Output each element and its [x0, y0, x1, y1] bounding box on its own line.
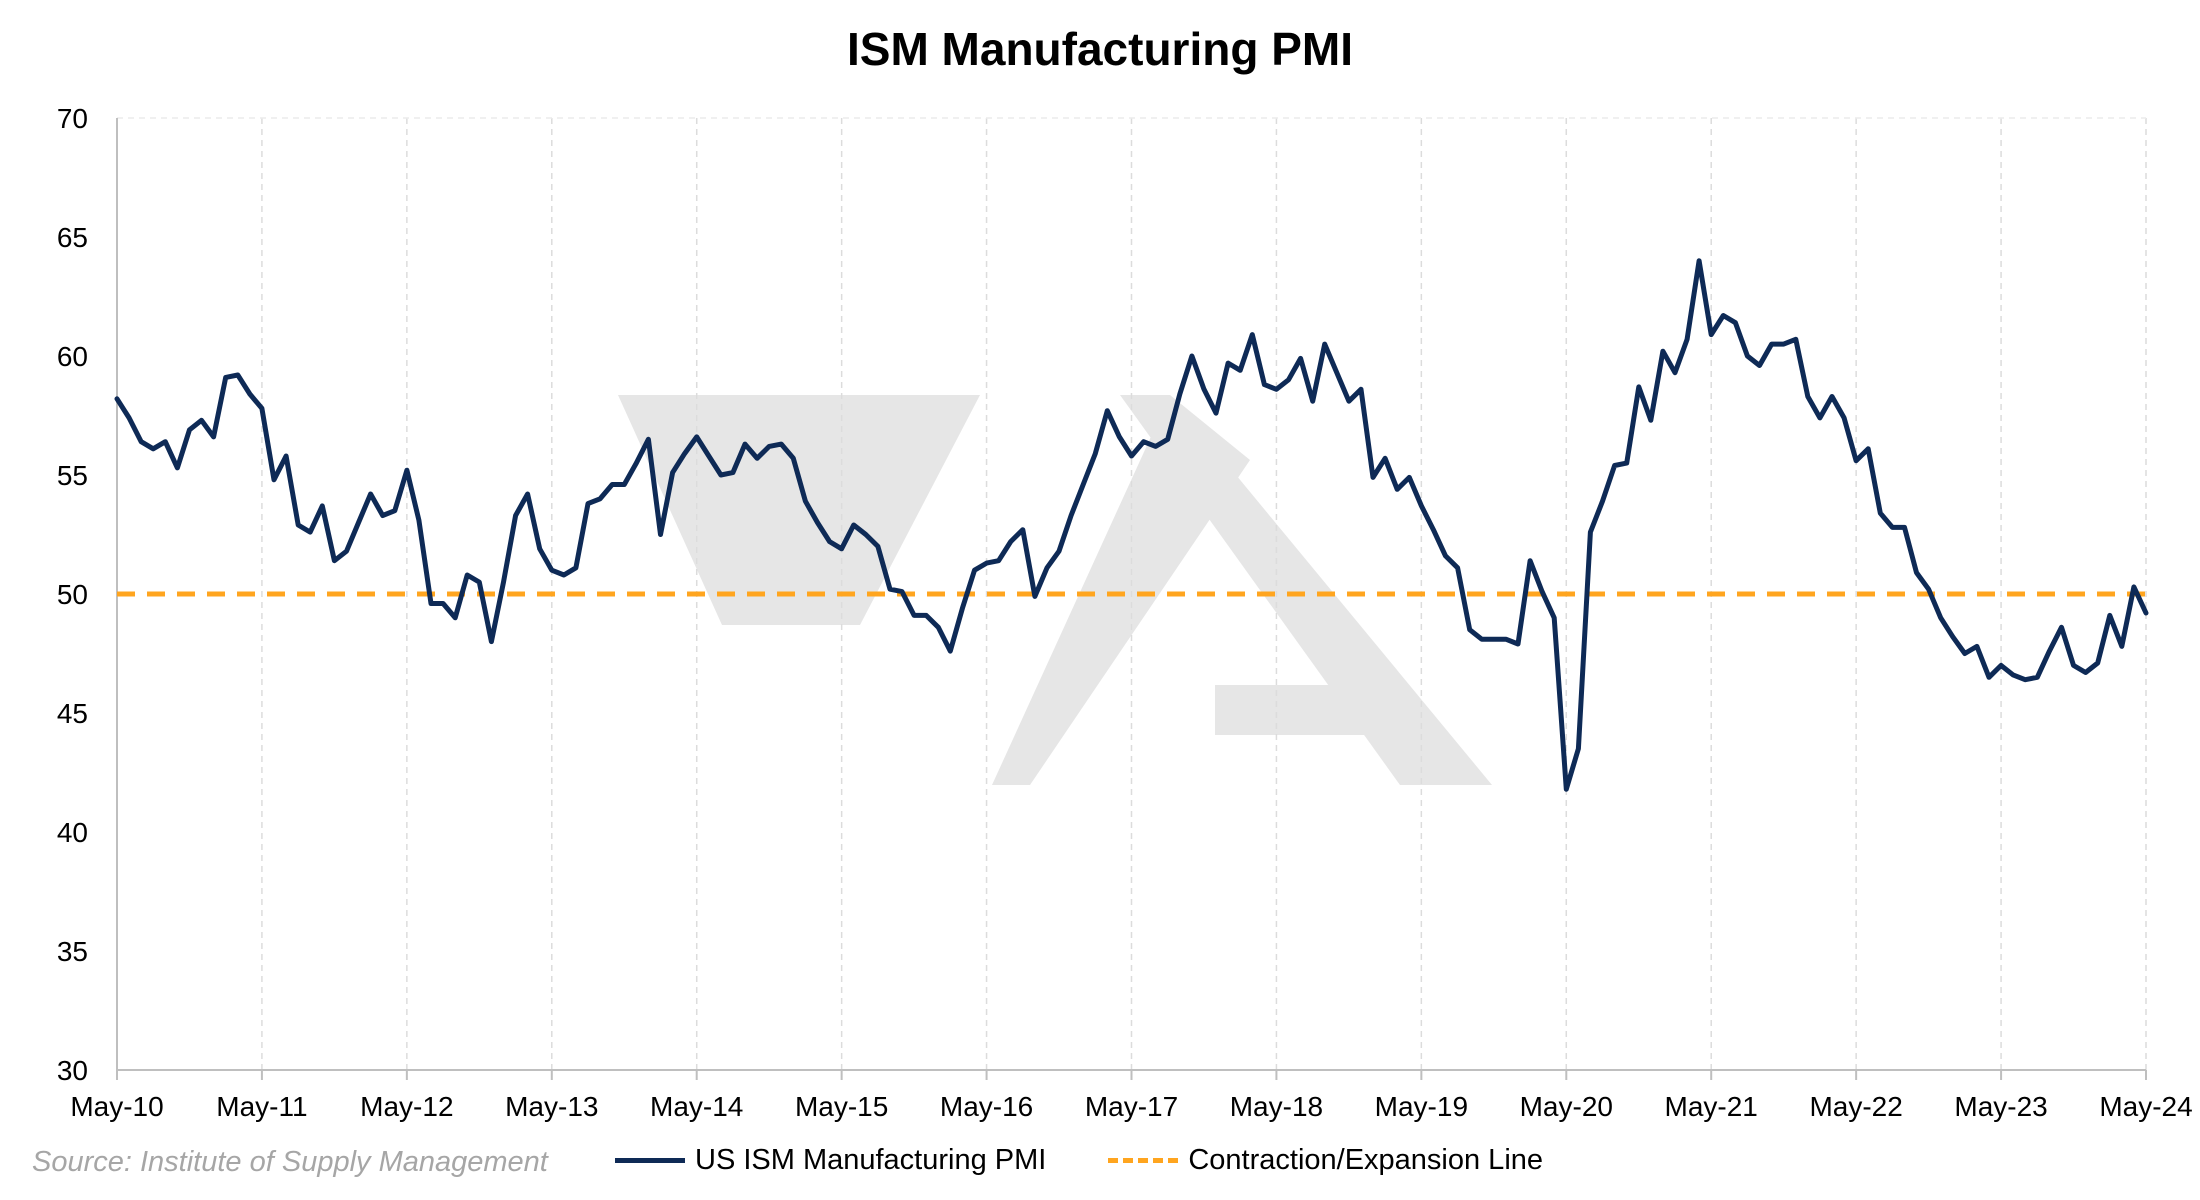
- chart-title: ISM Manufacturing PMI: [847, 23, 1353, 75]
- source-note: Source: Institute of Supply Management: [32, 1146, 548, 1178]
- x-tick-label: May-11: [216, 1091, 307, 1122]
- legend-item-pmi: US ISM Manufacturing PMI: [615, 1144, 1046, 1177]
- x-tick-label: May-21: [1665, 1091, 1758, 1122]
- y-tick-label: 55: [57, 460, 88, 491]
- y-tick-label: 45: [57, 698, 88, 729]
- x-tick-label: May-23: [1954, 1091, 2047, 1122]
- x-tick-label: May-22: [1809, 1091, 1902, 1122]
- y-tick-label: 50: [57, 579, 88, 610]
- y-tick-label: 40: [57, 817, 88, 848]
- legend-swatch-pmi: [615, 1158, 685, 1163]
- y-tick-label: 65: [57, 222, 88, 253]
- legend-label-contraction-line: Contraction/Expansion Line: [1188, 1144, 1544, 1176]
- y-tick-label: 70: [57, 103, 88, 134]
- x-tick-label: May-18: [1230, 1091, 1323, 1122]
- legend-label-pmi: US ISM Manufacturing PMI: [695, 1144, 1047, 1176]
- x-tick-label: May-19: [1375, 1091, 1468, 1122]
- x-tick-label: May-10: [70, 1091, 163, 1122]
- x-tick-label: May-17: [1085, 1091, 1178, 1122]
- watermark-logo: [618, 395, 1492, 785]
- x-tick-label: May-12: [360, 1091, 453, 1122]
- x-tick-label: May-20: [1520, 1091, 1613, 1122]
- x-tick-label: May-14: [650, 1091, 743, 1122]
- legend: US ISM Manufacturing PMI Contraction/Exp…: [615, 1144, 1605, 1177]
- x-axis-ticks: May-10 May-11 May-12 May-13 May-14 May-15 May-…: [70, 1070, 2193, 1122]
- y-tick-label: 30: [57, 1055, 88, 1086]
- x-tick-label: May-24: [2099, 1091, 2192, 1122]
- pmi-series-line: [114, 258, 2149, 792]
- y-tick-label: 35: [57, 936, 88, 967]
- x-tick-label: May-16: [940, 1091, 1033, 1122]
- legend-item-contraction-line: Contraction/Expansion Line: [1108, 1144, 1543, 1177]
- series-layer: [114, 258, 2149, 792]
- y-tick-label: 60: [57, 341, 88, 372]
- x-tick-label: May-13: [505, 1091, 598, 1122]
- x-tick-label: May-15: [795, 1091, 888, 1122]
- legend-swatch-contraction-line: [1108, 1158, 1179, 1163]
- y-axis-ticks: 30 35 40 45 50 55 60 65 70: [57, 103, 88, 1086]
